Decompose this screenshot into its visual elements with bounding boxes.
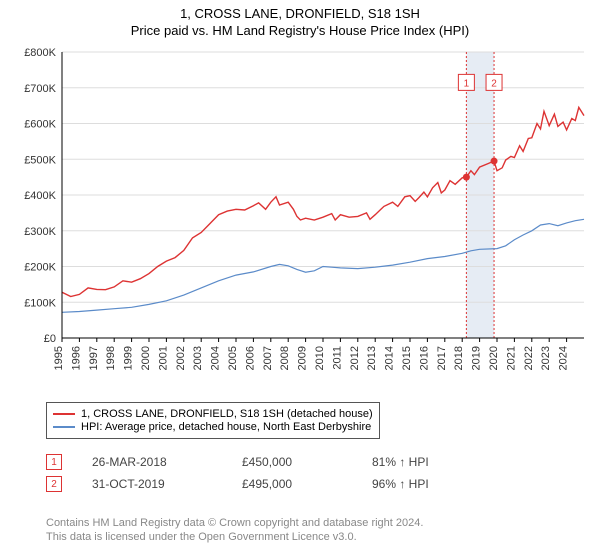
y-tick-label: £200K — [24, 262, 56, 274]
legend-item: HPI: Average price, detached house, Nort… — [53, 421, 373, 433]
x-tick-label: 2013 — [366, 346, 378, 370]
x-tick-label: 2014 — [384, 346, 396, 370]
sale-row-marker: 1 — [46, 454, 62, 470]
sale-date: 26-MAR-2018 — [92, 455, 242, 469]
legend-label: HPI: Average price, detached house, Nort… — [81, 421, 371, 433]
x-tick-label: 1999 — [123, 346, 135, 370]
legend-swatch — [53, 426, 75, 428]
x-tick-label: 2020 — [488, 346, 500, 370]
x-tick-label: 2023 — [540, 346, 552, 370]
x-tick-label: 2012 — [349, 346, 361, 370]
chart-subtitle: Price paid vs. HM Land Registry's House … — [0, 21, 600, 38]
x-tick-label: 2004 — [210, 346, 222, 370]
x-tick-label: 1996 — [70, 346, 82, 370]
x-tick-label: 1998 — [105, 346, 117, 370]
x-tick-label: 2016 — [418, 346, 430, 370]
x-tick-label: 2017 — [436, 346, 448, 370]
data-source-footer: Contains HM Land Registry data © Crown c… — [46, 516, 423, 545]
x-tick-label: 1995 — [53, 346, 65, 370]
x-tick-label: 2010 — [314, 346, 326, 370]
y-tick-label: £100K — [24, 297, 56, 309]
legend-item: 1, CROSS LANE, DRONFIELD, S18 1SH (detac… — [53, 408, 373, 420]
sale-price: £450,000 — [242, 455, 372, 469]
x-tick-label: 2008 — [279, 346, 291, 370]
footer-line-1: Contains HM Land Registry data © Crown c… — [46, 516, 423, 530]
y-tick-label: £500K — [24, 154, 56, 166]
y-tick-label: £600K — [24, 119, 56, 131]
y-tick-label: £400K — [24, 190, 56, 202]
sale-marker-label: 2 — [491, 78, 497, 89]
x-tick-label: 2009 — [297, 346, 309, 370]
line-chart-svg: £0 £100K £200K £300K £400K £500K £600K £700K £80… — [8, 48, 592, 398]
x-tick-label: 2003 — [192, 346, 204, 370]
series-line — [62, 107, 584, 296]
series-line — [62, 219, 584, 312]
x-tick-label: 2001 — [157, 346, 169, 370]
sale-marker-label: 1 — [464, 78, 470, 89]
sale-date: 31-OCT-2019 — [92, 477, 242, 491]
x-tick-label: 2015 — [401, 346, 413, 370]
x-tick-label: 2002 — [175, 346, 187, 370]
x-tick-label: 2018 — [453, 346, 465, 370]
x-tick-label: 2021 — [505, 346, 517, 370]
sale-price: £495,000 — [242, 477, 372, 491]
sale-pct: 96% ↑ HPI — [372, 477, 492, 491]
y-tick-label: £800K — [24, 48, 56, 59]
x-tick-label: 2022 — [523, 346, 535, 370]
x-tick-label: 2019 — [471, 346, 483, 370]
legend: 1, CROSS LANE, DRONFIELD, S18 1SH (detac… — [46, 402, 380, 439]
sale-point — [463, 174, 470, 181]
x-tick-label: 1997 — [88, 346, 100, 370]
chart-title: 1, CROSS LANE, DRONFIELD, S18 1SH — [0, 0, 600, 21]
sale-row-marker: 2 — [46, 476, 62, 492]
sale-row: 1 26-MAR-2018£450,00081% ↑ HPI — [46, 454, 492, 470]
legend-swatch — [53, 413, 75, 415]
x-tick-label: 2000 — [140, 346, 152, 370]
sales-table: 1 26-MAR-2018£450,00081% ↑ HPI 2 31-OCT-201… — [46, 448, 492, 498]
x-tick-label: 2005 — [227, 346, 239, 370]
sale-row: 2 31-OCT-2019£495,00096% ↑ HPI — [46, 476, 492, 492]
sale-point — [491, 158, 498, 165]
y-tick-label: £300K — [24, 226, 56, 238]
legend-label: 1, CROSS LANE, DRONFIELD, S18 1SH (detac… — [81, 408, 373, 420]
x-tick-label: 2024 — [558, 346, 570, 370]
sale-pct: 81% ↑ HPI — [372, 455, 492, 469]
x-tick-label: 2007 — [262, 346, 274, 370]
footer-line-2: This data is licensed under the Open Gov… — [46, 530, 423, 544]
y-tick-label: £0 — [44, 333, 56, 345]
x-tick-label: 2006 — [244, 346, 256, 370]
x-tick-label: 2011 — [331, 346, 343, 370]
y-tick-label: £700K — [24, 83, 56, 95]
chart-area: £0 £100K £200K £300K £400K £500K £600K £700K £80… — [8, 48, 592, 398]
